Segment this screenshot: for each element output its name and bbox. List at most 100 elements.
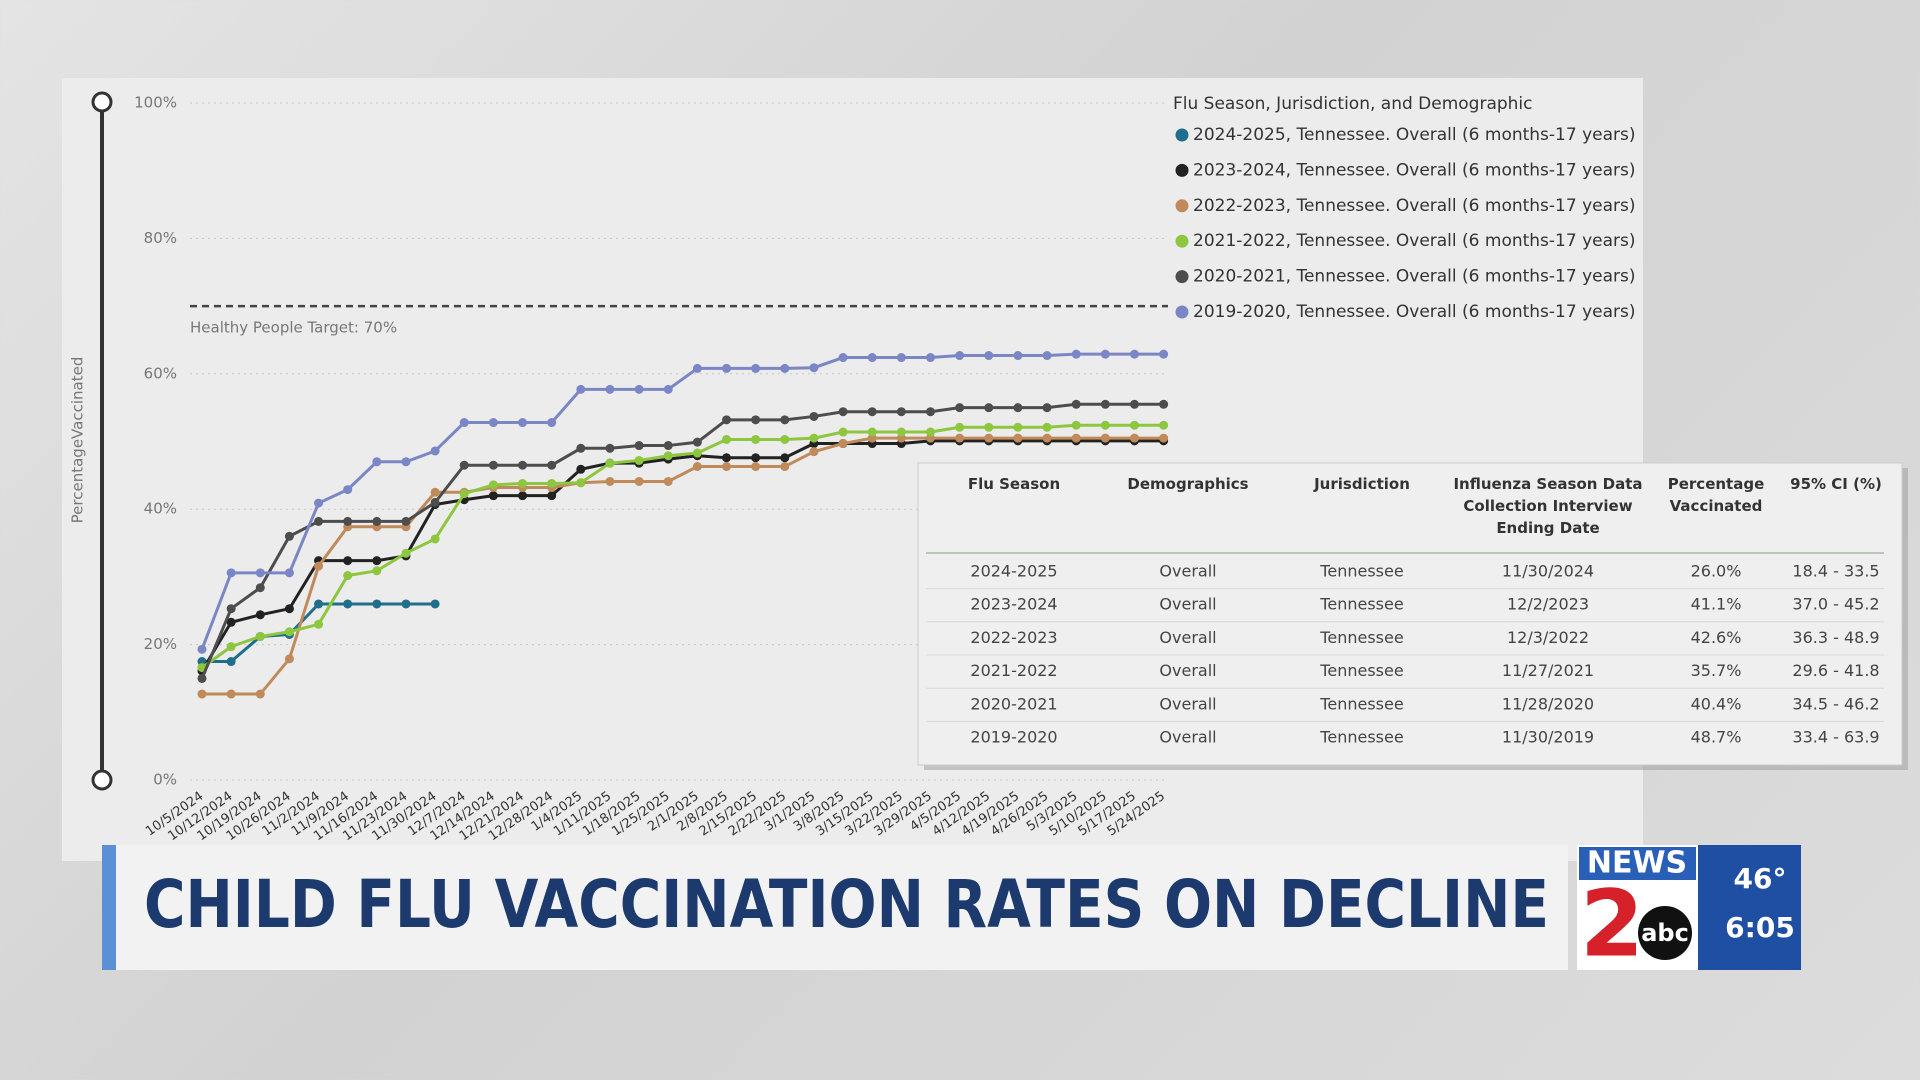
data-point bbox=[1129, 399, 1139, 409]
series-line bbox=[202, 436, 1164, 696]
data-point bbox=[722, 415, 732, 425]
data-point bbox=[926, 353, 935, 363]
data-point bbox=[751, 415, 761, 425]
data-point bbox=[926, 427, 935, 437]
data-point bbox=[314, 619, 324, 629]
data-point bbox=[314, 561, 324, 571]
data-point bbox=[605, 476, 615, 486]
table-panel bbox=[917, 462, 1903, 766]
data-point bbox=[1013, 351, 1023, 361]
data-point bbox=[518, 478, 528, 488]
data-point bbox=[984, 422, 994, 432]
legend-marker bbox=[1175, 234, 1189, 248]
table-cell: 11/30/2024 bbox=[1502, 562, 1594, 581]
table-cell: 12/3/2022 bbox=[1507, 628, 1589, 647]
data-point bbox=[197, 644, 207, 654]
data-point bbox=[1129, 433, 1139, 443]
data-point bbox=[722, 453, 732, 463]
table-cell: Overall bbox=[1159, 728, 1216, 747]
series-line bbox=[201, 423, 1164, 669]
data-point bbox=[372, 566, 382, 576]
data-point bbox=[955, 433, 965, 443]
banner-strip bbox=[102, 845, 116, 970]
data-point bbox=[284, 531, 294, 541]
legend-label: 2020-2021, Tennessee. Overall (6 months-… bbox=[1193, 267, 1636, 287]
data-point bbox=[343, 599, 353, 609]
data-point bbox=[1071, 433, 1081, 443]
data-point bbox=[663, 451, 673, 461]
data-point bbox=[926, 407, 935, 417]
data-point bbox=[663, 441, 673, 451]
headline: CHILD FLU VACCINATION RATES ON DECLINE bbox=[144, 866, 1549, 943]
data-point bbox=[430, 487, 440, 497]
table-cell: Tennessee bbox=[1319, 595, 1403, 614]
legend-marker bbox=[1175, 199, 1189, 213]
data-point bbox=[1071, 420, 1081, 430]
data-point bbox=[1013, 433, 1023, 443]
data-point bbox=[867, 427, 877, 437]
data-point bbox=[1100, 420, 1110, 430]
data-point bbox=[343, 556, 353, 566]
data-point bbox=[1159, 399, 1169, 409]
data-point bbox=[984, 433, 994, 443]
data-point bbox=[1013, 422, 1023, 432]
table-cell: 2019-2020 bbox=[970, 728, 1057, 747]
data-point bbox=[1129, 349, 1139, 359]
logo-abc: abc bbox=[1641, 919, 1689, 947]
table-cell: 42.6% bbox=[1691, 628, 1742, 647]
table-cell: 11/27/2021 bbox=[1502, 661, 1594, 680]
legend-marker bbox=[1175, 163, 1189, 177]
table: Flu Season Demographics Jurisdiction Influe… bbox=[917, 462, 1908, 770]
data-point bbox=[1071, 399, 1081, 409]
table-cell: Overall bbox=[1159, 661, 1216, 680]
data-point bbox=[314, 516, 324, 526]
data-point bbox=[663, 384, 673, 394]
data-point bbox=[838, 407, 848, 417]
y-tick-label: 80% bbox=[144, 229, 177, 247]
data-point bbox=[343, 485, 353, 495]
data-point bbox=[809, 433, 819, 443]
data-point bbox=[809, 363, 819, 373]
legend-label: 2021-2022, Tennessee. Overall (6 months-… bbox=[1193, 231, 1636, 251]
data-point bbox=[576, 443, 586, 453]
data-point bbox=[430, 446, 440, 456]
data-point bbox=[751, 453, 761, 463]
y-tick-label: 20% bbox=[144, 635, 177, 653]
table-header: 95% CI (%) bbox=[1790, 475, 1882, 493]
slider-handle[interactable] bbox=[91, 91, 113, 113]
table-cell: Tennessee bbox=[1319, 694, 1403, 713]
data-point bbox=[1129, 420, 1139, 430]
table-header: Demographics bbox=[1127, 475, 1248, 493]
data-point bbox=[488, 491, 498, 501]
clock: 6:05 bbox=[1725, 911, 1795, 944]
data-point bbox=[226, 689, 236, 699]
data-point bbox=[955, 422, 965, 432]
data-point bbox=[984, 403, 994, 413]
data-point bbox=[401, 457, 411, 467]
data-point bbox=[255, 583, 265, 593]
table-cell: 18.4 - 33.5 bbox=[1792, 562, 1879, 581]
legend-label: 2022-2023, Tennessee. Overall (6 months-… bbox=[1193, 196, 1636, 216]
series-line bbox=[200, 402, 1164, 680]
data-point bbox=[576, 464, 586, 474]
data-point bbox=[867, 353, 877, 363]
data-point bbox=[226, 604, 236, 614]
data-point bbox=[780, 363, 790, 373]
data-point bbox=[896, 427, 906, 437]
data-point bbox=[605, 458, 615, 468]
data-point bbox=[547, 460, 557, 470]
slider-handle[interactable] bbox=[91, 769, 113, 791]
data-point bbox=[780, 453, 790, 463]
data-point bbox=[255, 631, 265, 641]
data-point bbox=[226, 568, 236, 578]
data-point bbox=[284, 654, 294, 664]
data-point bbox=[722, 434, 732, 444]
data-point bbox=[226, 642, 236, 652]
data-point bbox=[459, 418, 469, 428]
table-cell: Tennessee bbox=[1319, 562, 1403, 581]
legend-label: 2019-2020, Tennessee. Overall (6 months-… bbox=[1193, 302, 1636, 322]
data-point bbox=[284, 568, 294, 578]
data-point bbox=[518, 491, 528, 501]
legend-title: Flu Season, Jurisdiction, and Demographi… bbox=[1173, 94, 1533, 114]
series-line bbox=[200, 439, 1164, 672]
